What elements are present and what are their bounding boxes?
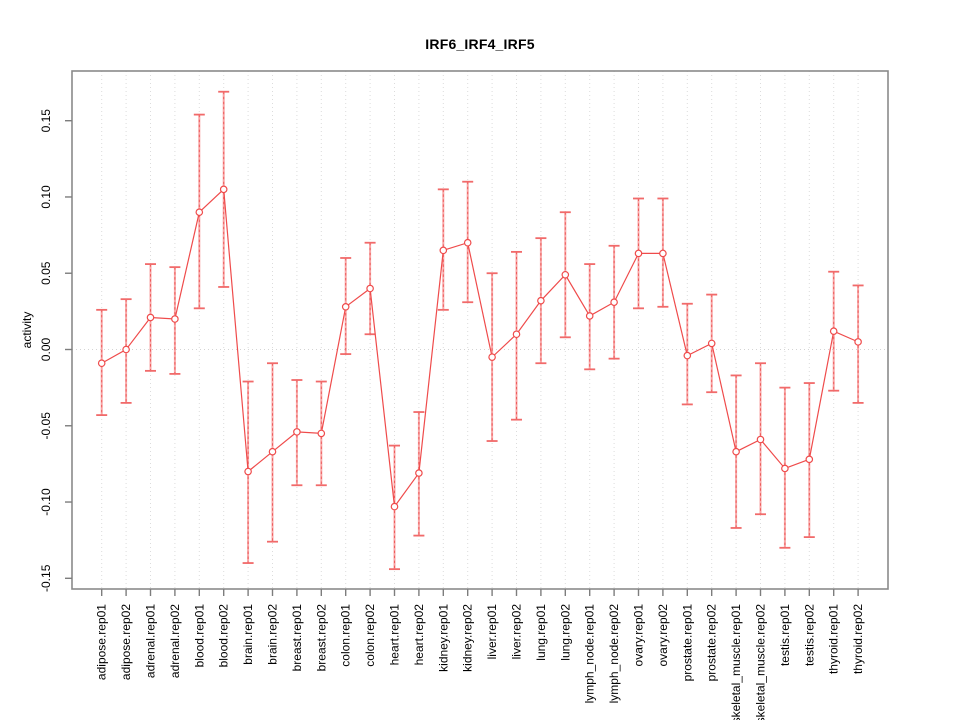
data-point <box>634 249 643 258</box>
y-tick-label: 0.15 <box>39 109 53 133</box>
data-point <box>732 447 740 456</box>
x-tick-label: blood.rep01 <box>192 604 206 668</box>
x-tick-label: thyroid.rep01 <box>827 604 841 674</box>
y-tick-label: 0.10 <box>39 185 53 209</box>
x-tick-label: testis.rep01 <box>778 604 792 666</box>
data-point <box>683 351 692 360</box>
x-tick-label: breast.rep01 <box>290 604 304 672</box>
x-tick-label: thyroid.rep02 <box>851 604 865 674</box>
data-point <box>805 455 814 464</box>
y-tick-label: -0.05 <box>39 412 53 440</box>
data-point <box>707 339 716 348</box>
x-tick-label: prostate.rep01 <box>680 604 694 682</box>
x-tick-label: brain.rep01 <box>241 604 255 665</box>
x-tick-label: ovary.rep01 <box>632 604 646 667</box>
x-tick-label: adipose.rep01 <box>95 604 109 680</box>
x-tick-label: lymph_node.rep02 <box>607 604 621 704</box>
data-point <box>854 338 862 346</box>
data-point <box>659 249 667 258</box>
plot-border <box>71 70 889 590</box>
data-point <box>122 345 130 354</box>
x-tick-label: ovary.rep02 <box>656 604 670 667</box>
x-tick-label: colon.rep01 <box>339 604 353 667</box>
data-point <box>610 298 618 307</box>
x-tick-label: heart.rep02 <box>412 604 426 666</box>
data-point <box>293 428 301 436</box>
data-point <box>390 502 399 511</box>
x-tick-label: liver.rep02 <box>510 604 524 660</box>
x-tick-label: skeletal_muscle.rep02 <box>754 604 768 720</box>
x-tick-label: testis.rep02 <box>802 604 816 666</box>
y-tick-label: -0.10 <box>39 488 53 516</box>
data-point <box>561 270 570 279</box>
data-point <box>829 327 838 335</box>
data-point <box>756 435 765 444</box>
data-point <box>439 246 448 255</box>
x-tick-label: lymph_node.rep01 <box>583 604 597 704</box>
data-point <box>244 467 252 476</box>
data-point <box>781 464 789 473</box>
data-point <box>171 315 179 323</box>
data-point <box>463 238 472 247</box>
series-line <box>101 188 859 509</box>
data-point <box>488 353 496 361</box>
data-point <box>341 302 350 311</box>
data-point <box>537 296 545 305</box>
chart-title: IRF6_IRF4_IRF5 <box>425 36 535 52</box>
x-tick-label: brain.rep02 <box>266 604 280 665</box>
x-tick-label: breast.rep02 <box>314 604 328 672</box>
data-point <box>219 185 228 194</box>
x-tick-label: colon.rep02 <box>363 604 377 667</box>
x-tick-label: heart.rep01 <box>388 604 402 666</box>
x-tick-label: lung.rep02 <box>558 604 572 661</box>
y-tick-label: 0.00 <box>39 337 53 361</box>
data-point <box>366 284 374 293</box>
data-point <box>146 313 155 322</box>
x-tick-label: kidney.rep02 <box>461 604 475 672</box>
x-tick-label: liver.rep01 <box>485 604 499 660</box>
data-point <box>585 312 594 320</box>
x-tick-label: blood.rep02 <box>217 604 231 668</box>
data-point <box>195 208 204 217</box>
data-point <box>97 359 106 368</box>
data-point <box>317 429 326 438</box>
x-tick-label: adipose.rep02 <box>119 604 133 680</box>
y-tick-label: -0.15 <box>39 564 53 592</box>
data-point <box>415 469 423 477</box>
data-point <box>268 447 277 456</box>
y-tick-label: 0.05 <box>39 261 53 285</box>
x-tick-label: prostate.rep02 <box>705 604 719 682</box>
x-tick-label: lung.rep01 <box>534 604 548 661</box>
x-tick-label: adrenal.rep01 <box>144 604 158 678</box>
x-tick-label: kidney.rep01 <box>436 604 450 672</box>
x-tick-label: adrenal.rep02 <box>168 604 182 678</box>
x-tick-label: skeletal_muscle.rep01 <box>729 604 743 720</box>
data-point <box>512 330 521 339</box>
